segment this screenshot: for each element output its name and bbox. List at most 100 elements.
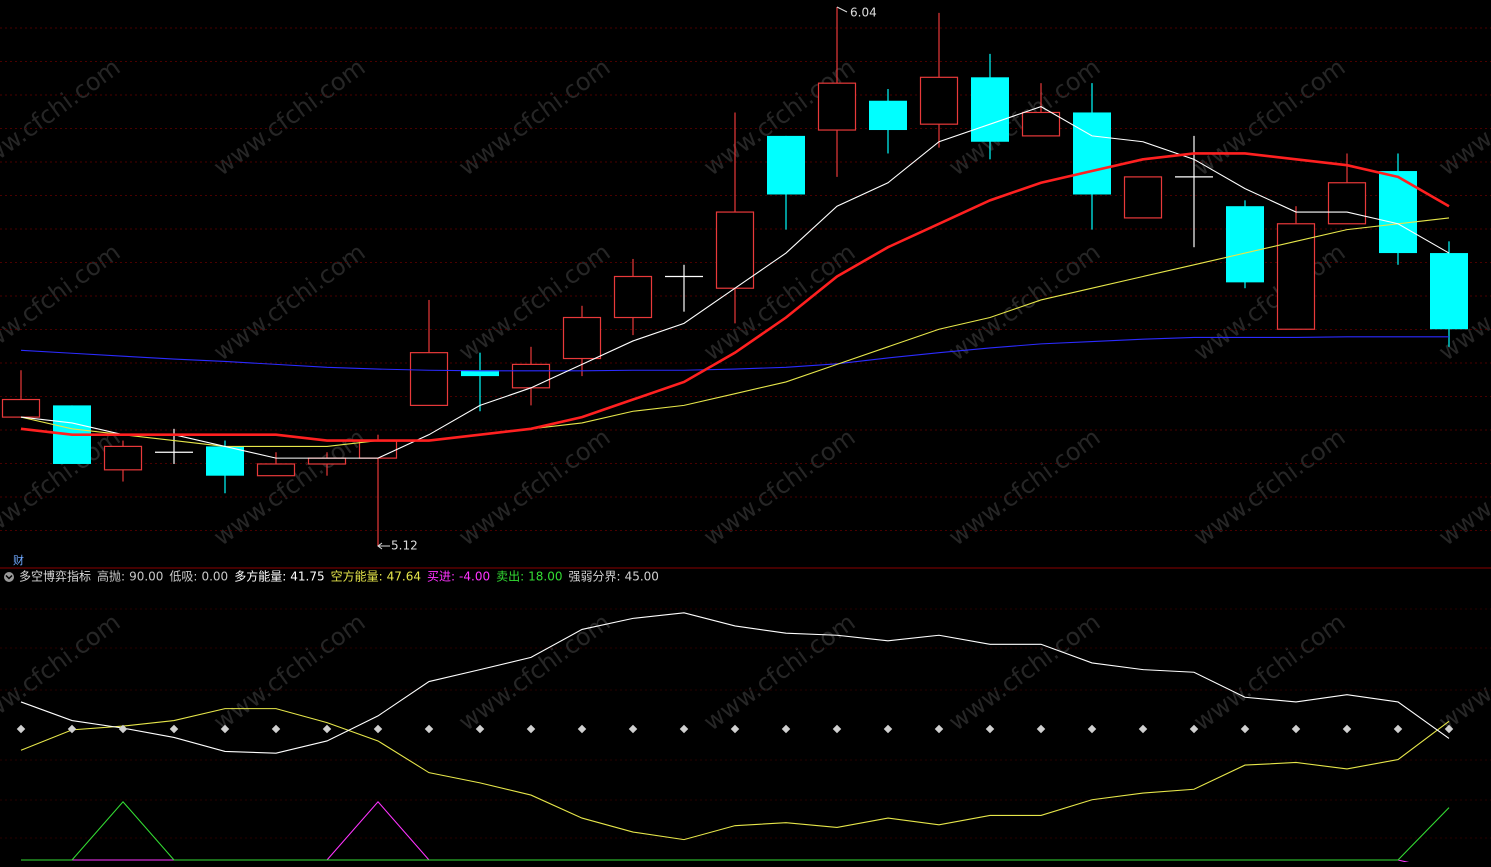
- candle-body: [562, 316, 602, 360]
- moving-average: [20, 105, 1450, 459]
- legend-value: 0.00: [201, 570, 228, 584]
- watermark: www.cfchi.com: [453, 423, 615, 551]
- indicator-panel: [16, 612, 1454, 862]
- indicator-line: [21, 800, 1450, 861]
- indicator-title: 多空博弈指标: [19, 569, 91, 584]
- legend-name: 买进:: [427, 570, 455, 584]
- moving-averages: [20, 105, 1450, 459]
- candle-body: [1, 398, 41, 418]
- threshold-dot: [1138, 724, 1148, 734]
- candle-body: [869, 100, 907, 131]
- threshold-dot: [1240, 724, 1250, 734]
- threshold-dot: [628, 724, 638, 734]
- candle-body: [1430, 253, 1468, 330]
- threshold-dot: [781, 724, 791, 734]
- threshold-dot: [67, 724, 77, 734]
- candle-body: [1226, 206, 1264, 283]
- watermark: www.cfchi.com: [943, 423, 1105, 551]
- high-pointer: [836, 6, 848, 13]
- threshold-dot: [1393, 724, 1403, 734]
- candle-body: [613, 275, 653, 319]
- legend-name: 强弱分界:: [569, 570, 621, 584]
- threshold-dot: [985, 724, 995, 734]
- watermark: www.cfchi.com: [1188, 423, 1350, 551]
- legend-value: -4.00: [459, 570, 490, 584]
- watermark: www.cfchi.com: [208, 238, 370, 366]
- legend-name: 高抛:: [97, 569, 125, 584]
- indicator-line: [20, 612, 1450, 754]
- candle-body: [461, 370, 499, 377]
- indicator-line: [20, 708, 1450, 841]
- watermark: www.cfchi.com: [208, 608, 370, 736]
- threshold-dot: [1087, 724, 1097, 734]
- threshold-dot: [1189, 724, 1199, 734]
- threshold-dot: [1444, 724, 1454, 734]
- threshold-dot: [1036, 724, 1046, 734]
- threshold-dot: [1342, 724, 1352, 734]
- candle-body: [1327, 182, 1367, 225]
- indicator-header: 多空博弈指标 高抛: 90.00 低吸: 0.00 多方能量: 41.75 空方能量: 47.6…: [4, 569, 659, 584]
- threshold-dot: [577, 724, 587, 734]
- candles: [1, 7, 1468, 546]
- high-label: 6.04: [850, 6, 877, 20]
- legend-name: 卖出:: [496, 570, 524, 584]
- watermark: www.cfchi.com: [943, 238, 1105, 366]
- threshold-dot: [883, 724, 893, 734]
- annotations: 6.04 5.12: [377, 6, 877, 553]
- candle-body: [817, 82, 857, 131]
- candle-body: [103, 445, 143, 471]
- moving-average: [20, 217, 1450, 447]
- candle-body: [307, 457, 347, 465]
- candle-body: [511, 363, 551, 389]
- legend-value: 47.64: [387, 570, 421, 584]
- badge: 财: [13, 553, 24, 567]
- candle-body: [1073, 112, 1111, 195]
- watermark: www.cfchi.com: [1433, 53, 1491, 181]
- candle-body: [919, 76, 959, 125]
- watermark: www.cfchi.com: [1433, 423, 1491, 551]
- candle-body: [971, 77, 1009, 142]
- threshold-dot: [934, 724, 944, 734]
- threshold-dot: [322, 724, 332, 734]
- watermark: www.cfchi.com: [0, 238, 125, 366]
- threshold-dot: [526, 724, 536, 734]
- legend-name: 空方能量:: [331, 569, 383, 584]
- moving-average: [20, 152, 1450, 442]
- candle-body: [1123, 176, 1163, 219]
- watermark: www.cfchi.com: [1433, 608, 1491, 736]
- threshold-dot: [169, 724, 179, 734]
- candle-body: [715, 211, 755, 289]
- collapse-chevron: [5, 574, 13, 580]
- threshold-dot: [475, 724, 485, 734]
- threshold-dot: [373, 724, 383, 734]
- watermark: www.cfchi.com: [698, 608, 860, 736]
- watermark: www.cfchi.com: [943, 608, 1105, 736]
- candle-body: [1276, 223, 1316, 330]
- watermark: www.cfchi.com: [698, 423, 860, 551]
- legend-name: 多方能量:: [234, 569, 286, 584]
- candle-body: [256, 463, 296, 477]
- legend-value: 90.00: [129, 570, 163, 584]
- collapse-icon[interactable]: [4, 572, 14, 582]
- threshold-dot: [679, 724, 689, 734]
- legend-value: 18.00: [528, 570, 562, 584]
- watermark: www.cfchi.com: [1188, 608, 1350, 736]
- candle-body: [358, 439, 398, 459]
- threshold-dot: [271, 724, 281, 734]
- candle-body: [1021, 111, 1061, 137]
- watermark: www.cfchi.com: [208, 423, 370, 551]
- legend-name: 低吸:: [169, 570, 197, 584]
- candle-body: [767, 135, 805, 195]
- threshold-dot: [1291, 724, 1301, 734]
- moving-average: [20, 336, 1449, 372]
- watermark: www.cfchi.com: [1188, 238, 1350, 366]
- threshold-dot: [16, 724, 26, 734]
- threshold-dot: [730, 724, 740, 734]
- candle-body: [206, 446, 244, 476]
- indicator-line: [21, 800, 1410, 862]
- low-arrowhead: [377, 542, 383, 550]
- candle-body: [409, 352, 449, 406]
- legend-value: 41.75: [290, 570, 324, 584]
- threshold-dot: [424, 724, 434, 734]
